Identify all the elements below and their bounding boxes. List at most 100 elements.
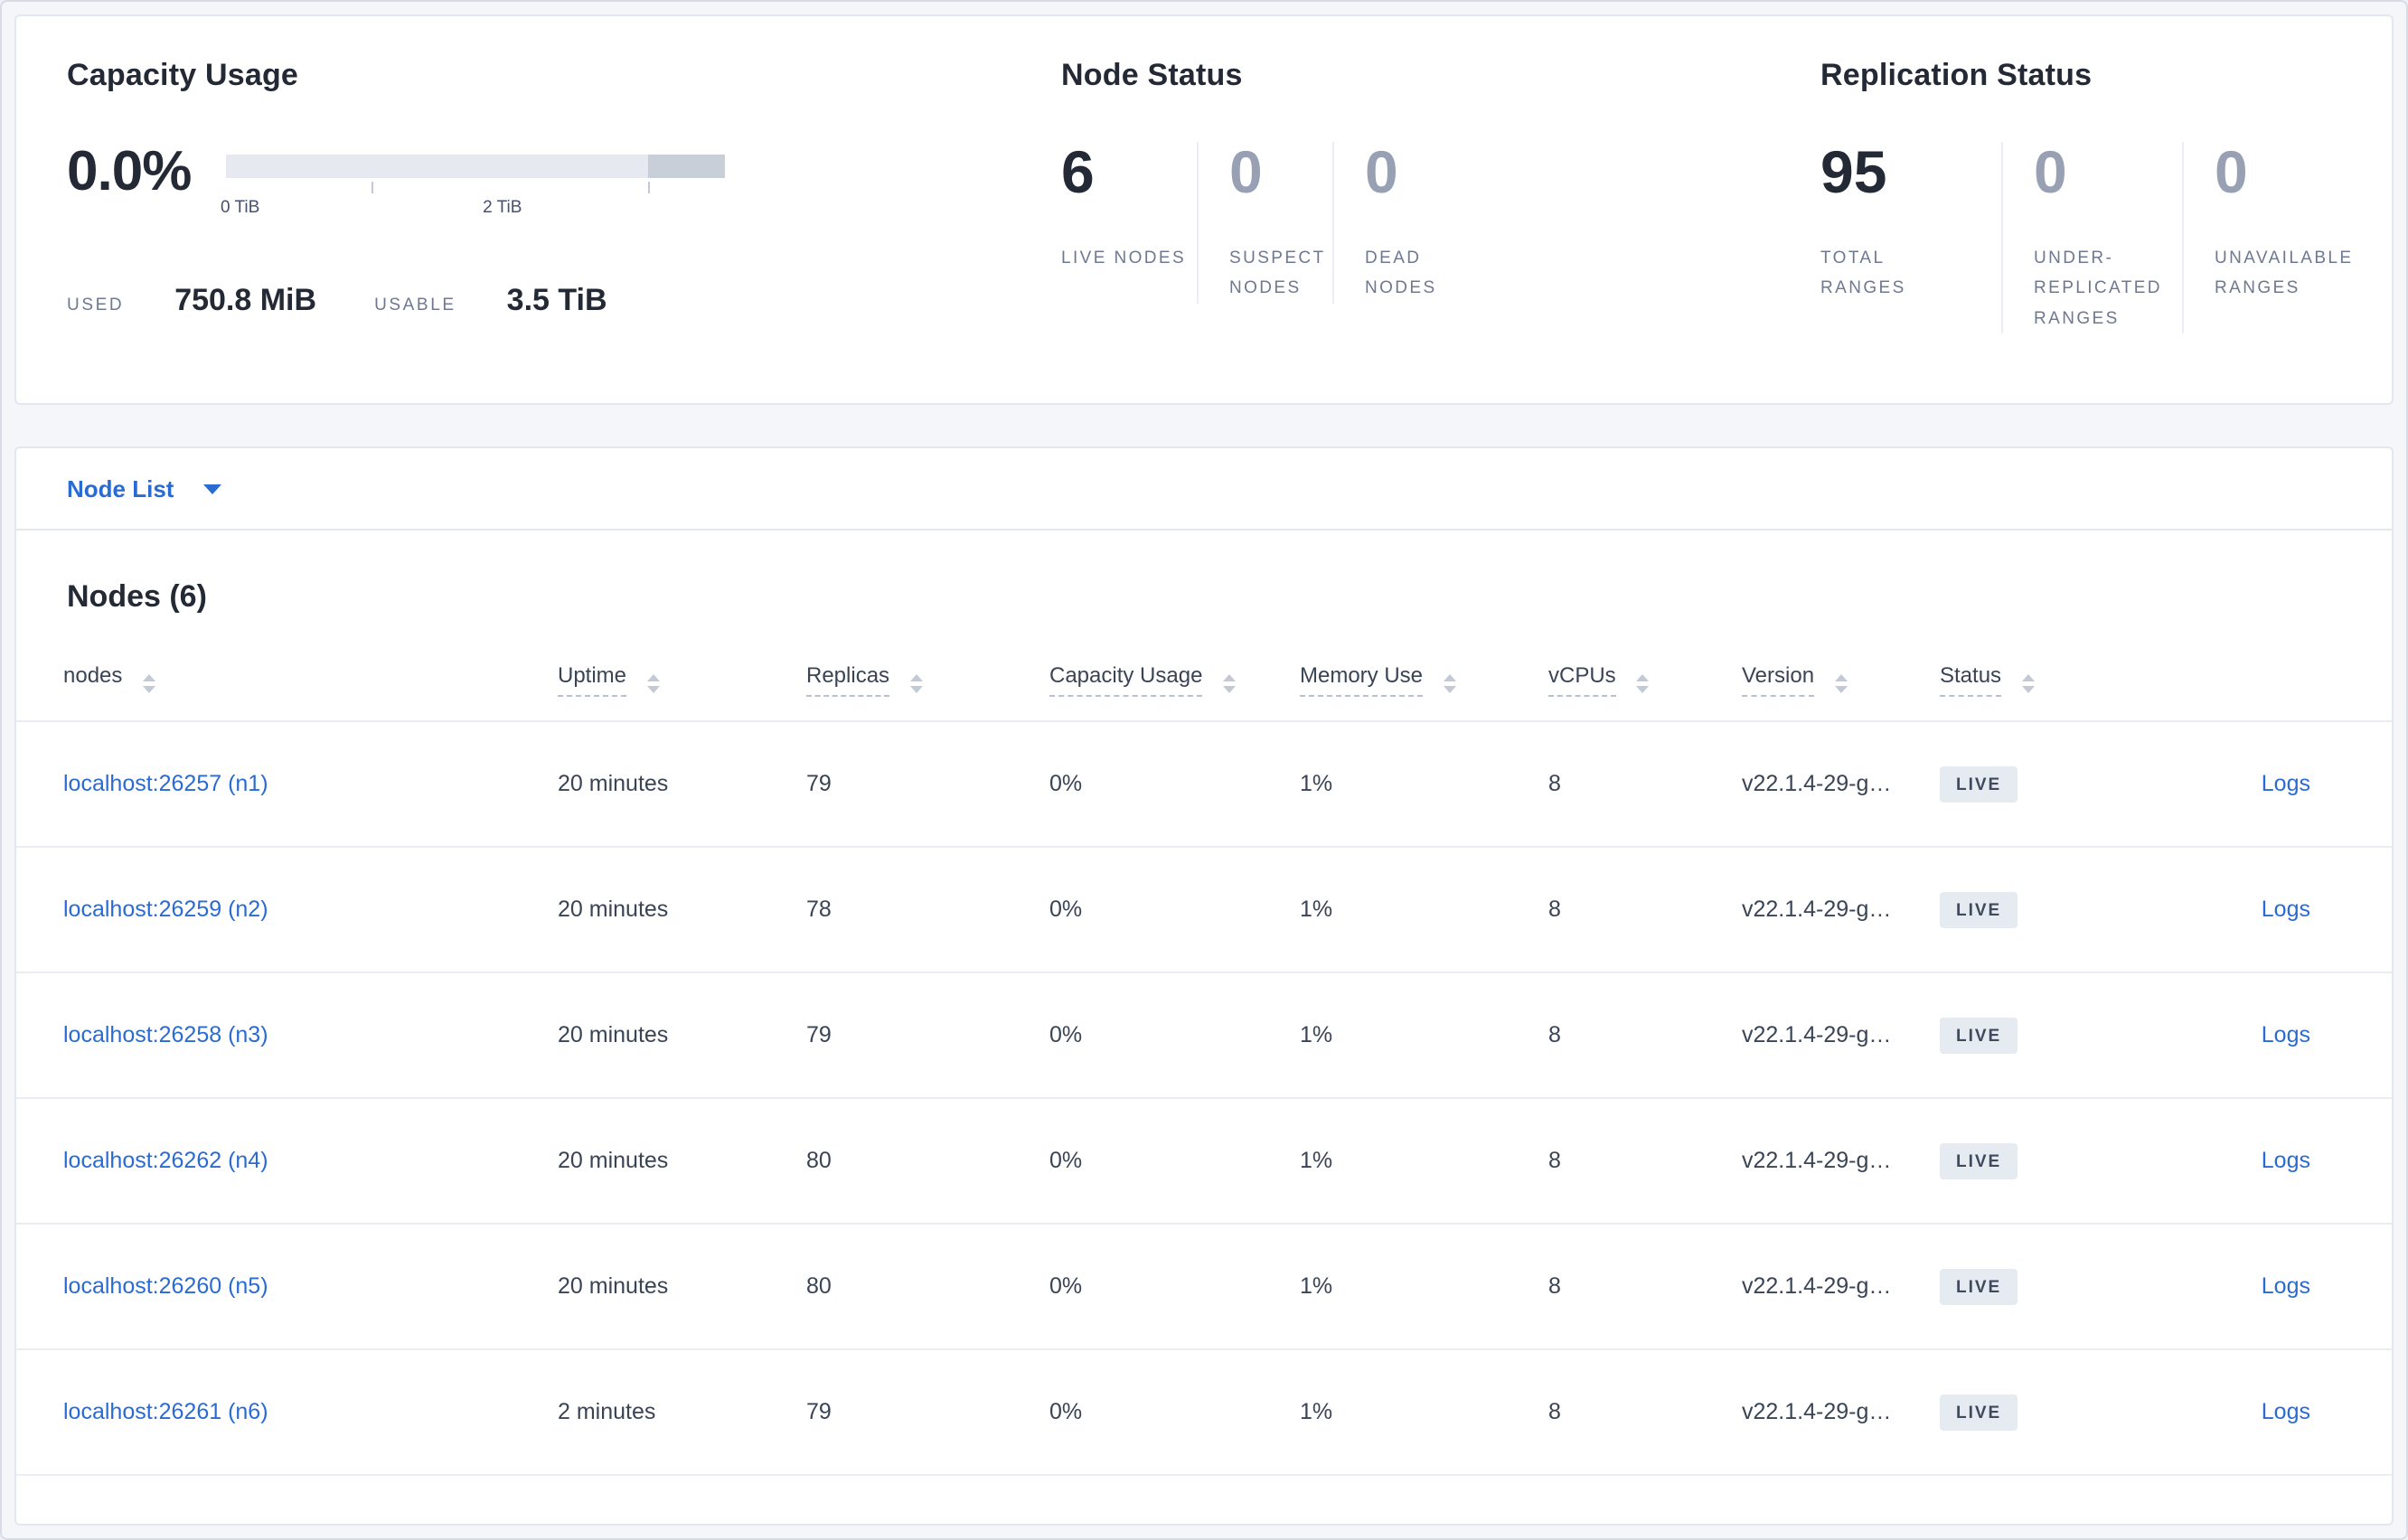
node-link[interactable]: localhost:26257 (n1) [63, 771, 268, 796]
capacity-used-usable-row: USED 750.8 MiB USABLE 3.5 TiB [67, 283, 1061, 318]
memory-cell: 1% [1300, 1098, 1548, 1225]
node-list-dropdown[interactable]: Node List [16, 448, 2392, 531]
caret-down-icon [202, 484, 221, 494]
suspect-nodes-label: SUSPECT NODES [1229, 249, 1326, 298]
memory-cell: 1% [1300, 972, 1548, 1099]
version-cell: v22.1.4-29-g… [1742, 847, 1940, 973]
column-header-nodes[interactable]: nodes [16, 631, 558, 722]
node-row: localhost:26262 (n4) 20 minutes 80 0% 1%… [16, 1098, 2392, 1225]
sort-icon [1834, 674, 1848, 693]
sort-icon [646, 674, 660, 693]
column-header-version[interactable]: Version [1742, 631, 1940, 722]
sort-icon [909, 674, 923, 693]
capacity-usage-visual: 0.0% 0 TiB 2 TiB [67, 144, 1061, 230]
capacity-cell: 0% [1049, 972, 1300, 1099]
node-row: localhost:26257 (n1) 20 minutes 79 0% 1%… [16, 721, 2392, 848]
vcpus-cell: 8 [1548, 721, 1742, 848]
status-badge: LIVE [1940, 891, 2018, 928]
live-nodes-count: 6 [1061, 138, 1095, 205]
unavailable-ranges-label: UNAVAILABLE RANGES [2215, 249, 2354, 298]
node-link[interactable]: localhost:26262 (n4) [63, 1148, 268, 1173]
column-header-status[interactable]: Status [1940, 631, 2166, 722]
total-ranges-count: 95 [1820, 138, 1887, 205]
version-cell: v22.1.4-29-g… [1742, 972, 1940, 1099]
replication-status-section: Replication Status 95 TOTAL RANGES 0 UND… [1820, 58, 2392, 403]
nodes-table-area: Nodes (6) nodes Uptime [16, 579, 2392, 1476]
vcpus-cell: 8 [1548, 1224, 1742, 1350]
uptime-cell: 20 minutes [558, 972, 806, 1099]
nodes-table: nodes Uptime Replicas Capacity Usag [16, 631, 2392, 1476]
node-status-stats: 6 LIVE NODES 0 SUSPECT NODES 0 DEAD NODE… [1061, 142, 1820, 304]
usable-value: 3.5 TiB [506, 283, 607, 317]
uptime-cell: 20 minutes [558, 847, 806, 973]
node-status-section: Node Status 6 LIVE NODES 0 SUSPECT NODES… [1061, 58, 1820, 403]
capacity-percent-value: 0.0% [67, 140, 192, 202]
used-label: USED [67, 296, 125, 315]
column-header-memory-use[interactable]: Memory Use [1300, 631, 1548, 722]
vcpus-cell: 8 [1548, 847, 1742, 973]
status-badge: LIVE [1940, 1268, 2018, 1305]
capacity-cell: 0% [1049, 847, 1300, 973]
memory-cell: 1% [1300, 721, 1548, 848]
status-badge: LIVE [1940, 1394, 2018, 1431]
logs-link[interactable]: Logs [2261, 771, 2310, 796]
nodes-heading: Nodes (6) [67, 579, 207, 614]
capacity-usage-title: Capacity Usage [67, 58, 299, 92]
under-replicated-count: 0 [2034, 138, 2067, 205]
table-header-row: nodes Uptime Replicas Capacity Usag [16, 631, 2392, 722]
uptime-cell: 20 minutes [558, 1224, 806, 1350]
logs-link[interactable]: Logs [2261, 1148, 2310, 1173]
column-header-capacity-usage[interactable]: Capacity Usage [1049, 631, 1300, 722]
node-status-title: Node Status [1061, 58, 1243, 92]
status-badge: LIVE [1940, 765, 2018, 803]
node-link[interactable]: localhost:26261 (n6) [63, 1399, 268, 1424]
unavailable-ranges-count: 0 [2215, 138, 2248, 205]
column-header-logs [2166, 631, 2392, 722]
capacity-usage-section: Capacity Usage 0.0% 0 TiB 2 TiB USED 750… [67, 58, 1061, 403]
vcpus-cell: 8 [1548, 1349, 1742, 1476]
uptime-cell: 20 minutes [558, 721, 806, 848]
capacity-axis-label: 0 TiB [221, 198, 260, 217]
replicas-cell: 80 [806, 1098, 1049, 1225]
replicas-cell: 79 [806, 972, 1049, 1099]
logs-link[interactable]: Logs [2261, 1022, 2310, 1047]
total-ranges-label: TOTAL RANGES [1820, 249, 1906, 298]
capacity-cell: 0% [1049, 1349, 1300, 1476]
node-link[interactable]: localhost:26260 (n5) [63, 1273, 268, 1299]
sort-icon [1636, 674, 1650, 693]
replicas-cell: 79 [806, 721, 1049, 848]
node-list-dropdown-label: Node List [67, 475, 174, 502]
under-replicated-stat: 0 UNDER-REPLICATED RANGES [2001, 142, 2182, 333]
vcpus-cell: 8 [1548, 1098, 1742, 1225]
node-link[interactable]: localhost:26258 (n3) [63, 1022, 268, 1047]
total-ranges-stat: 95 TOTAL RANGES [1820, 142, 2001, 333]
status-badge: LIVE [1940, 1017, 2018, 1054]
capacity-axis-tick [647, 182, 650, 193]
capacity-cell: 0% [1049, 1098, 1300, 1225]
version-cell: v22.1.4-29-g… [1742, 721, 1940, 848]
capacity-axis-tick [372, 182, 374, 193]
capacity-bar-dark-segment [648, 155, 725, 178]
replicas-cell: 80 [806, 1224, 1049, 1350]
usable-label: USABLE [374, 296, 456, 315]
node-link[interactable]: localhost:26259 (n2) [63, 897, 268, 922]
node-row: localhost:26258 (n3) 20 minutes 79 0% 1%… [16, 972, 2392, 1099]
sort-icon [1223, 674, 1237, 693]
dead-nodes-label: DEAD NODES [1365, 249, 1437, 298]
logs-link[interactable]: Logs [2261, 1399, 2310, 1424]
capacity-axis-label: 2 TiB [483, 198, 522, 217]
node-row: localhost:26261 (n6) 2 minutes 79 0% 1% … [16, 1349, 2392, 1476]
capacity-cell: 0% [1049, 721, 1300, 848]
column-header-uptime[interactable]: Uptime [558, 631, 806, 722]
replicas-cell: 78 [806, 847, 1049, 973]
column-header-vcpus[interactable]: vCPUs [1548, 631, 1742, 722]
sort-icon [143, 674, 156, 693]
under-replicated-label: UNDER-REPLICATED RANGES [2034, 249, 2162, 328]
logs-link[interactable]: Logs [2261, 897, 2310, 922]
uptime-cell: 20 minutes [558, 1098, 806, 1225]
uptime-cell: 2 minutes [558, 1349, 806, 1476]
unavailable-ranges-stat: 0 UNAVAILABLE RANGES [2182, 142, 2363, 333]
column-header-replicas[interactable]: Replicas [806, 631, 1049, 722]
logs-link[interactable]: Logs [2261, 1273, 2310, 1299]
